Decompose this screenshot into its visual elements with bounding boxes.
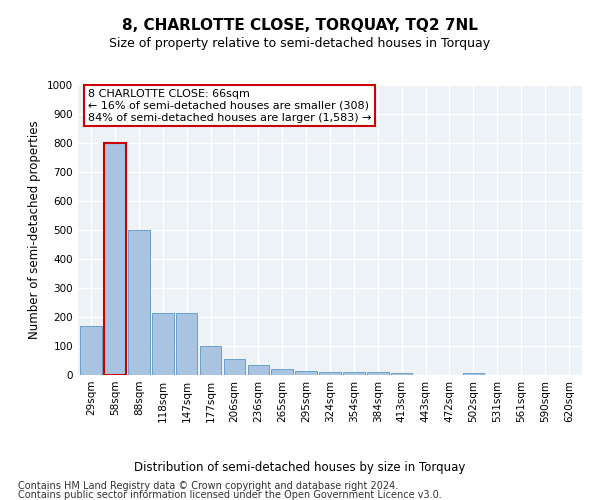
Bar: [176, 312, 197, 375]
Bar: [248, 365, 269, 375]
Bar: [80, 326, 102, 375]
Bar: [271, 369, 293, 375]
Bar: [319, 372, 341, 375]
Bar: [104, 143, 126, 375]
Bar: [128, 230, 149, 375]
Bar: [200, 346, 221, 375]
Text: 8, CHARLOTTE CLOSE, TORQUAY, TQ2 7NL: 8, CHARLOTTE CLOSE, TORQUAY, TQ2 7NL: [122, 18, 478, 32]
Bar: [224, 359, 245, 375]
Bar: [367, 372, 389, 375]
Text: Contains public sector information licensed under the Open Government Licence v3: Contains public sector information licen…: [18, 490, 442, 500]
Text: Size of property relative to semi-detached houses in Torquay: Size of property relative to semi-detach…: [109, 38, 491, 51]
Text: Contains HM Land Registry data © Crown copyright and database right 2024.: Contains HM Land Registry data © Crown c…: [18, 481, 398, 491]
Bar: [152, 312, 173, 375]
Text: Distribution of semi-detached houses by size in Torquay: Distribution of semi-detached houses by …: [134, 461, 466, 474]
Bar: [295, 370, 317, 375]
Y-axis label: Number of semi-detached properties: Number of semi-detached properties: [28, 120, 41, 340]
Bar: [391, 372, 412, 375]
Bar: [463, 372, 484, 375]
Text: 8 CHARLOTTE CLOSE: 66sqm
← 16% of semi-detached houses are smaller (308)
84% of : 8 CHARLOTTE CLOSE: 66sqm ← 16% of semi-d…: [88, 90, 371, 122]
Bar: [343, 372, 365, 375]
